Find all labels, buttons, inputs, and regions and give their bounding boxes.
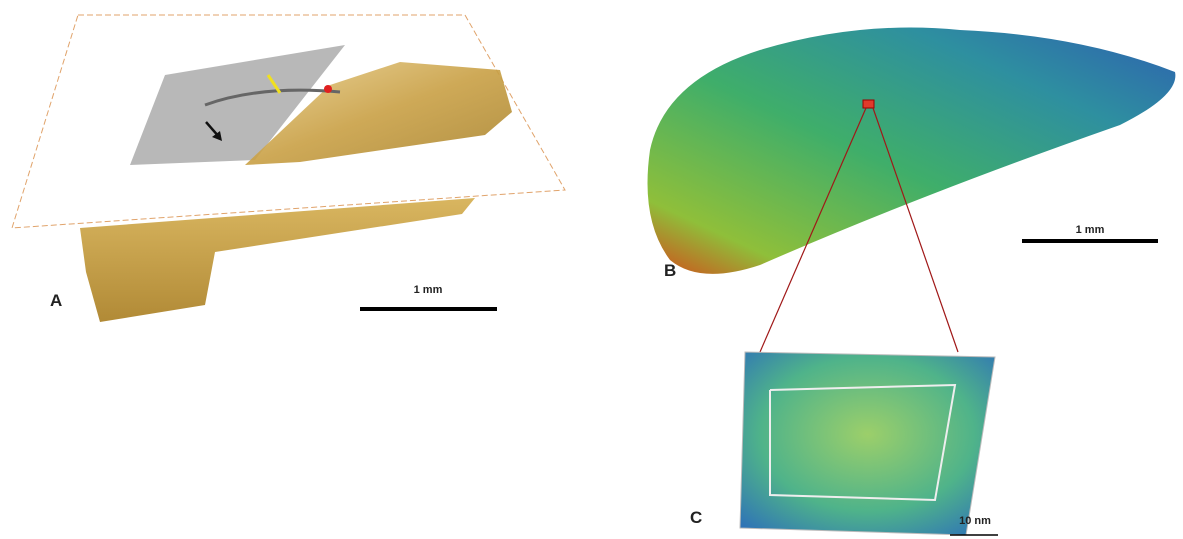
panel-c: 10 nm C	[690, 352, 998, 535]
scale-label: 1 mm	[414, 284, 443, 296]
page: {"panels": [ {"label": "A", "scale_bar":…	[0, 0, 1183, 539]
panel-b: 1 mm B	[648, 28, 1176, 353]
red-dot	[324, 85, 332, 93]
tissue-volume	[648, 28, 1176, 274]
subvolume	[740, 352, 995, 535]
roi-box	[863, 100, 874, 108]
figure: 1 mm A 1 mm B 10 nm C	[0, 0, 1183, 539]
panel-label: B	[664, 261, 676, 280]
scale-label: 1 mm	[1076, 224, 1105, 236]
panel-label: A	[50, 291, 62, 310]
panel-label: C	[690, 508, 702, 527]
scale-label: 10 nm	[959, 515, 991, 527]
panel-a: 1 mm A	[12, 15, 565, 322]
